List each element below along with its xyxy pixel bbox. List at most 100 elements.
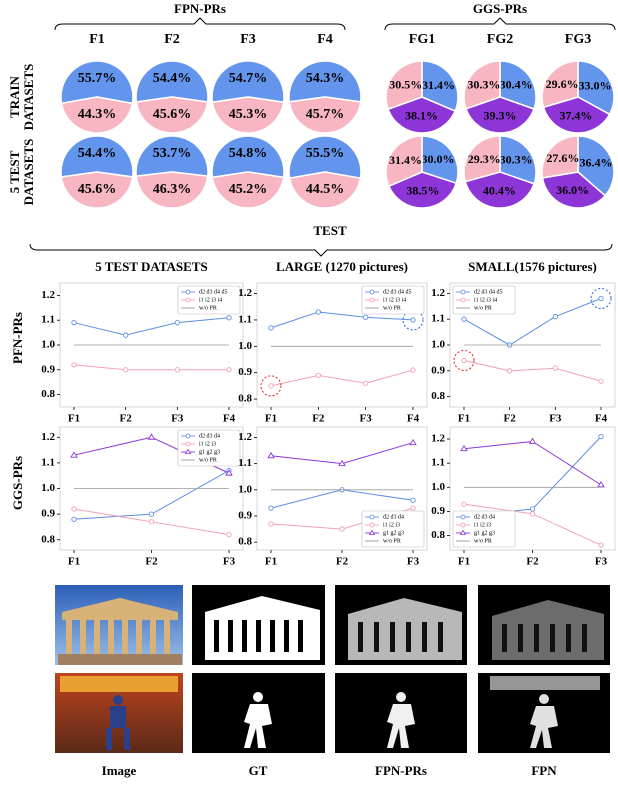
column-label: F1 — [89, 32, 105, 47]
legend-marker — [459, 529, 467, 535]
photo — [55, 585, 183, 665]
value-label: 37.4% — [559, 108, 592, 122]
point — [410, 505, 416, 511]
point — [268, 521, 274, 527]
point — [148, 519, 155, 525]
legend-label: d2 d3 d4 d5 — [199, 289, 228, 295]
group-title: GGS-PRs — [473, 1, 527, 16]
point — [339, 526, 345, 532]
y-tick-label: 1.0 — [238, 340, 252, 352]
x-tick-label: F1 — [458, 413, 470, 425]
pie-slice — [60, 171, 134, 209]
value-label: 31.4% — [422, 78, 455, 92]
point — [174, 320, 180, 326]
y-tick-label: 1.2 — [431, 287, 445, 299]
legend-marker — [369, 522, 375, 528]
x-tick-label: F4 — [223, 413, 236, 425]
y-tick-label: 0.8 — [41, 533, 55, 545]
x-tick-label: F2 — [526, 556, 539, 568]
legend-label: i1 i2 i3 i4 — [199, 297, 222, 303]
column-label: FG2 — [487, 32, 513, 47]
point — [597, 481, 605, 488]
value-label: 54.3% — [306, 71, 345, 86]
x-tick-label: F1 — [265, 556, 277, 568]
legend-marker — [184, 448, 192, 454]
value-label: 54.4% — [153, 71, 192, 86]
pie-slice — [463, 135, 501, 183]
point — [123, 332, 129, 338]
highlight — [402, 309, 424, 331]
value-label: 54.8% — [229, 146, 268, 161]
column-label: F2 — [164, 32, 180, 47]
point — [268, 325, 274, 331]
pie-slice — [211, 60, 285, 104]
legend-marker — [369, 514, 375, 520]
point — [71, 320, 77, 326]
value-label: 46.3% — [153, 182, 192, 197]
point — [70, 451, 78, 458]
y-tick-label: 1.2 — [41, 431, 55, 443]
x-tick-label: F2 — [504, 413, 517, 425]
highlight — [590, 288, 612, 309]
pie-slice — [385, 135, 423, 188]
value-label: 39.3% — [483, 109, 516, 123]
value-label: 30.4% — [500, 77, 533, 91]
value-label: 45.2% — [229, 182, 268, 197]
legend-marker — [369, 297, 375, 303]
pie-slice — [387, 96, 457, 134]
x-tick-label: F1 — [68, 413, 80, 425]
value-label: 29.6% — [546, 77, 579, 91]
legend-marker — [460, 522, 466, 528]
x-tick-label: F2 — [145, 556, 158, 568]
value-label: 44.3% — [78, 107, 117, 122]
legend-marker — [460, 297, 466, 303]
pie-slice — [387, 171, 458, 209]
y-tick-label: 1.1 — [41, 456, 55, 468]
temple — [58, 598, 182, 665]
value-label: 38.5% — [406, 184, 439, 198]
plot-frame — [256, 282, 428, 408]
value-label: 45.6% — [78, 182, 117, 197]
column-label: FG3 — [565, 32, 591, 47]
value-label: 45.6% — [153, 107, 192, 122]
point — [410, 317, 416, 323]
bracket — [54, 17, 346, 31]
y-tick-label: 1.2 — [238, 287, 252, 299]
y-tick-label: 1.2 — [431, 433, 445, 445]
value-label: 54.7% — [229, 71, 268, 86]
point — [71, 506, 77, 512]
x-tick-label: F3 — [223, 556, 236, 568]
y-tick-label: 1.1 — [238, 457, 252, 469]
pie-slice — [465, 96, 535, 134]
point — [71, 362, 77, 368]
x-tick-label: F4 — [595, 413, 608, 425]
point — [315, 372, 321, 378]
point — [338, 459, 346, 467]
x-tick-label: F3 — [549, 413, 562, 425]
line — [270, 311, 414, 329]
point — [507, 368, 513, 374]
pie-slice — [288, 135, 362, 180]
row-label: PFN-PRs — [10, 312, 25, 364]
y-tick-label: 0.8 — [431, 390, 445, 402]
point — [174, 367, 180, 373]
legend-box — [361, 510, 425, 548]
x-tick-label: F1 — [458, 556, 470, 568]
value-label: 44.5% — [306, 182, 345, 197]
legend-marker — [185, 297, 191, 303]
value-label: 45.7% — [306, 107, 345, 122]
line — [73, 317, 230, 336]
pie-slice — [135, 135, 209, 178]
point — [148, 511, 155, 517]
y-tick-label: 1.1 — [238, 313, 252, 325]
legend-label: i1 i2 i3 i4 — [383, 297, 406, 303]
y-tick-label: 1.2 — [238, 431, 252, 443]
panel-label: FPN — [531, 763, 557, 778]
point — [363, 314, 369, 320]
x-tick-label: F2 — [120, 413, 133, 425]
y-tick-label: 0.9 — [238, 510, 252, 522]
pie-slice — [421, 60, 459, 113]
value-label: 27.6% — [546, 151, 579, 165]
pie-slice — [577, 135, 615, 197]
